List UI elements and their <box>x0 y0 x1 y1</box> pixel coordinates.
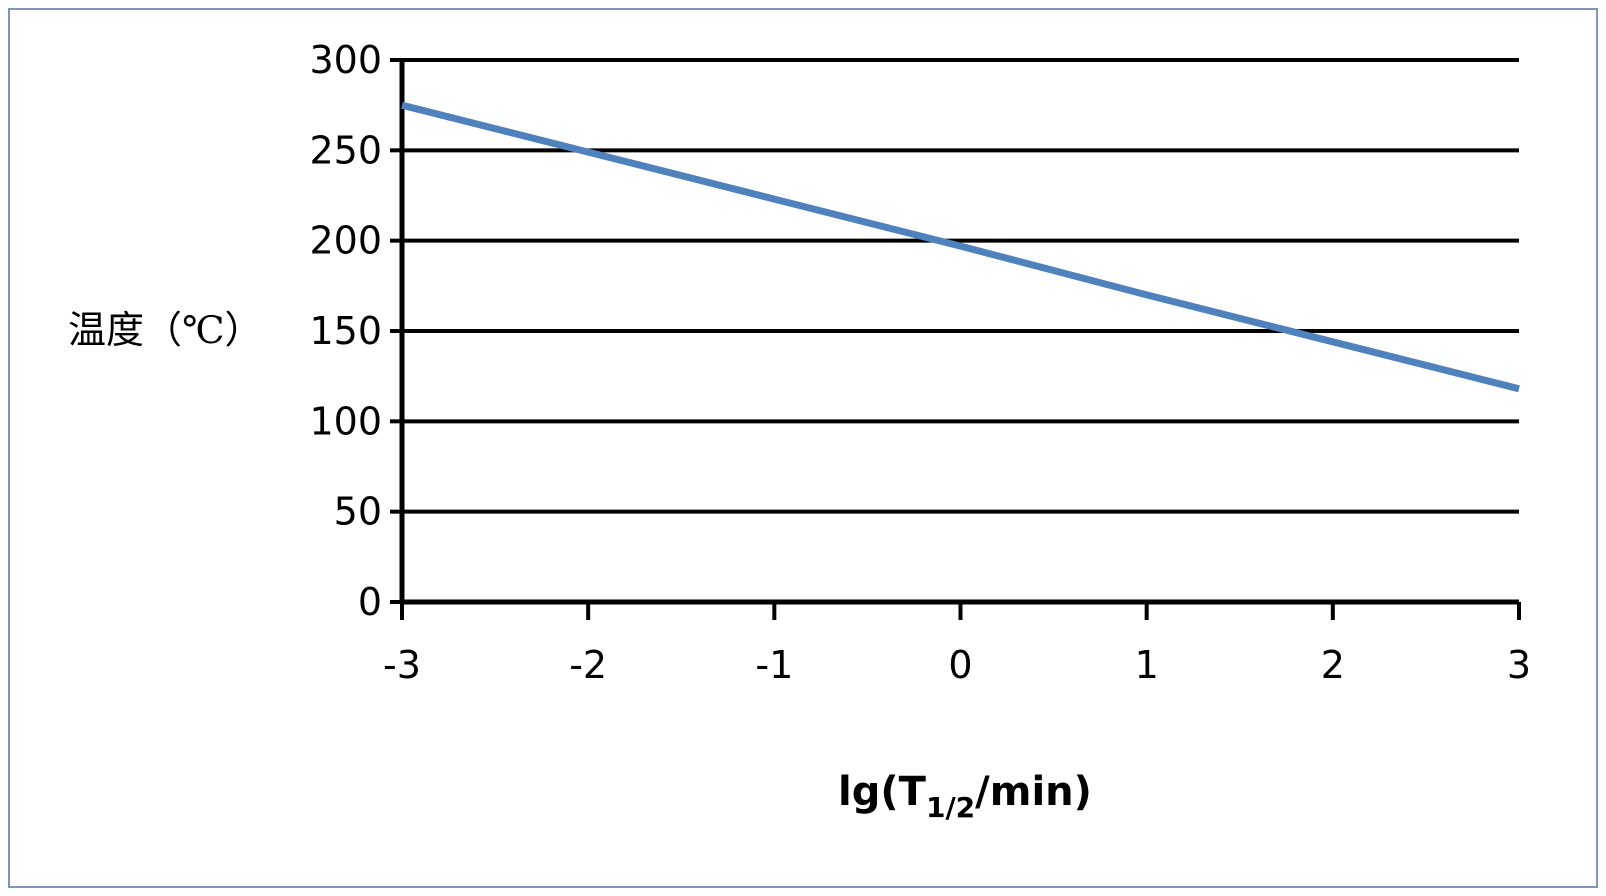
y-tick-labels: 0 50 100 150 200 250 300 <box>309 38 382 624</box>
x-tick-label: -2 <box>569 643 607 687</box>
x-tick-label: -3 <box>383 643 421 687</box>
x-axis-title: lg(T1/2/min) <box>838 769 1092 824</box>
x-axis-title-tail: /min) <box>975 769 1092 815</box>
y-axis-title: 温度（℃） <box>68 308 263 352</box>
gridlines <box>402 58 1519 514</box>
y-tick-label: 100 <box>309 399 382 443</box>
line-chart: 0 50 100 150 200 250 300 -3 -2 -1 0 1 2 3 温度（℃） lg(T… <box>68 38 1531 824</box>
y-tick-label: 150 <box>309 309 382 353</box>
chart-frame: 0 50 100 150 200 250 300 -3 -2 -1 0 1 2 3 温度（℃） lg(T… <box>8 8 1598 888</box>
x-axis-title-subscript: 1/2 <box>926 791 975 824</box>
y-tick-label: 250 <box>309 128 382 172</box>
y-tick-label: 200 <box>309 219 382 263</box>
x-tick-labels: -3 -2 -1 0 1 2 3 <box>383 643 1531 687</box>
y-tick-label: 50 <box>334 490 382 534</box>
series-line <box>401 101 1520 393</box>
series-layer <box>401 101 1520 393</box>
x-tick-label: 1 <box>1135 643 1159 687</box>
x-tick-label: 2 <box>1321 643 1345 687</box>
axes <box>390 58 1521 620</box>
x-tick-label: 3 <box>1507 643 1531 687</box>
x-axis-title-base: lg(T <box>838 769 927 815</box>
x-tick-label: -1 <box>755 643 793 687</box>
x-tick-label: 0 <box>948 643 972 687</box>
y-tick-label: 0 <box>358 580 382 624</box>
y-tick-label: 300 <box>309 38 382 82</box>
